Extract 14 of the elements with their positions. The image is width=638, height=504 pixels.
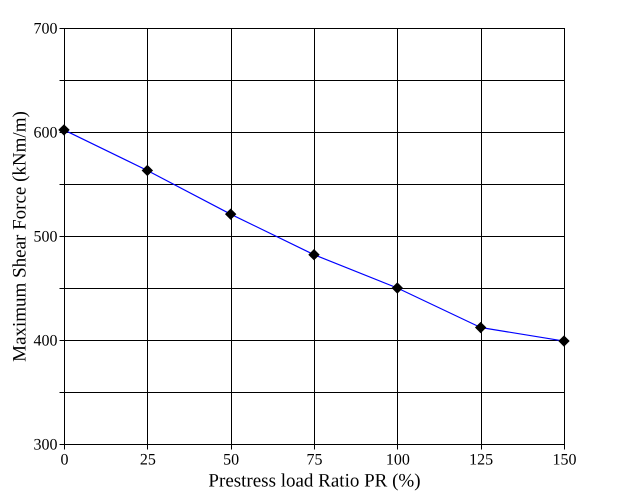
y-tick-label: 600 — [34, 124, 58, 142]
x-tick-label: 25 — [140, 452, 156, 468]
x-tick-label: 150 — [552, 452, 576, 468]
x-tick-label: 50 — [223, 452, 240, 468]
y-tick-label: 500 — [34, 228, 58, 246]
x-axis-title: Prestress load Ratio PR (%) — [208, 470, 421, 492]
x-tick-label: 75 — [306, 452, 322, 468]
y-tick-label: 300 — [34, 436, 58, 454]
x-tick-label: 125 — [469, 452, 494, 468]
y-tick-label: 400 — [34, 332, 58, 350]
x-tick-label: 100 — [386, 452, 410, 468]
y-tick-label: 700 — [34, 20, 58, 38]
y-axis-title: Maximum Shear Force (kNm/m) — [10, 111, 30, 362]
x-tick-label: 0 — [60, 452, 68, 468]
